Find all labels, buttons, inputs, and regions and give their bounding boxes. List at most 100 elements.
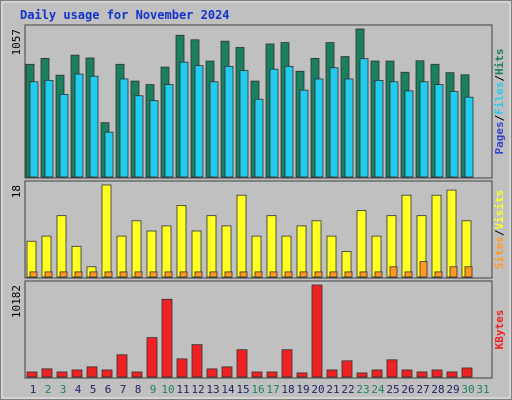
bar (224, 65, 234, 178)
bar (239, 70, 249, 178)
bar (299, 89, 309, 178)
bar (209, 81, 219, 178)
y-tick-label: 10182 (10, 285, 23, 318)
x-tick-label: 31 (476, 383, 489, 396)
bar (254, 271, 263, 278)
bar (329, 67, 339, 178)
bar (131, 371, 143, 378)
bar (401, 369, 413, 378)
bar (251, 371, 263, 378)
legend-separator: / (493, 229, 506, 236)
legend-separator: / (493, 114, 506, 121)
bar (404, 271, 413, 278)
bar (176, 205, 187, 278)
x-tick-label: 12 (191, 383, 204, 396)
bar (59, 93, 69, 178)
bar (221, 225, 232, 278)
bar (224, 271, 233, 278)
bar (359, 271, 368, 278)
bar (464, 96, 474, 178)
x-tick-label: 22 (341, 383, 354, 396)
bar (26, 371, 38, 378)
panel (24, 280, 493, 379)
bar (461, 367, 473, 378)
bar (266, 215, 277, 278)
x-tick-label: 15 (236, 383, 249, 396)
bar (329, 271, 338, 278)
bar (179, 271, 188, 278)
bar (41, 235, 52, 278)
x-tick-label: 30 (461, 383, 474, 396)
bar (56, 215, 67, 278)
bar (239, 271, 248, 278)
x-tick-label: 27 (416, 383, 429, 396)
bar (86, 366, 98, 378)
x-tick-label: 28 (431, 383, 444, 396)
bar (311, 284, 323, 378)
bar (236, 349, 248, 378)
x-tick-label: 1 (30, 383, 37, 396)
bar (269, 68, 279, 178)
bar (179, 61, 189, 178)
x-tick-label: 29 (446, 383, 459, 396)
bar (326, 369, 338, 378)
x-tick-label: 25 (386, 383, 399, 396)
bar (464, 266, 473, 278)
x-tick-label: 11 (176, 383, 189, 396)
bar (101, 369, 113, 378)
x-tick-label: 6 (105, 383, 112, 396)
bar (116, 235, 127, 278)
bar (104, 271, 113, 278)
x-tick-label: 2 (45, 383, 52, 396)
bar (446, 371, 458, 378)
y-tick-label: 18 (10, 185, 23, 198)
bar (356, 372, 368, 378)
bar (116, 354, 128, 378)
x-tick-label: 20 (311, 383, 324, 396)
bar (176, 358, 188, 378)
x-tick-label: 3 (60, 383, 67, 396)
chart-title: Daily usage for November 2024 (20, 8, 230, 22)
x-tick-label: 13 (206, 383, 219, 396)
bar (296, 225, 307, 278)
bar (74, 271, 83, 278)
bar (314, 78, 324, 178)
legend-entry: Pages (493, 121, 506, 154)
bar (59, 271, 68, 278)
y-tick-label: 1057 (10, 29, 23, 56)
bar (146, 337, 158, 378)
bar (269, 271, 278, 278)
legend-entry: Hits (493, 49, 506, 76)
bar (281, 235, 292, 278)
bar (389, 266, 398, 278)
bar (164, 84, 174, 178)
bar (134, 95, 144, 178)
x-tick-label: 23 (356, 383, 369, 396)
bar (71, 369, 83, 378)
x-tick-label: 16 (251, 383, 264, 396)
bar (149, 271, 158, 278)
bar (449, 91, 459, 178)
bar (389, 81, 399, 178)
bar (344, 271, 353, 278)
bar (194, 271, 203, 278)
legend-entry: Sites (493, 236, 506, 269)
x-tick-label: 26 (401, 383, 414, 396)
bar (434, 271, 443, 278)
bar (191, 344, 203, 378)
bar (419, 261, 428, 278)
bar (359, 58, 369, 178)
legend-entry: KBytes (493, 310, 506, 350)
x-tick-label: 21 (326, 383, 339, 396)
bar (44, 79, 54, 178)
bar (44, 271, 53, 278)
bar (119, 271, 128, 278)
bar (344, 78, 354, 178)
bar (146, 230, 157, 278)
bar (314, 271, 323, 278)
bar (356, 210, 367, 278)
x-tick-label: 10 (161, 383, 174, 396)
bar (371, 369, 383, 378)
x-tick-label: 18 (281, 383, 294, 396)
bar (161, 298, 173, 378)
